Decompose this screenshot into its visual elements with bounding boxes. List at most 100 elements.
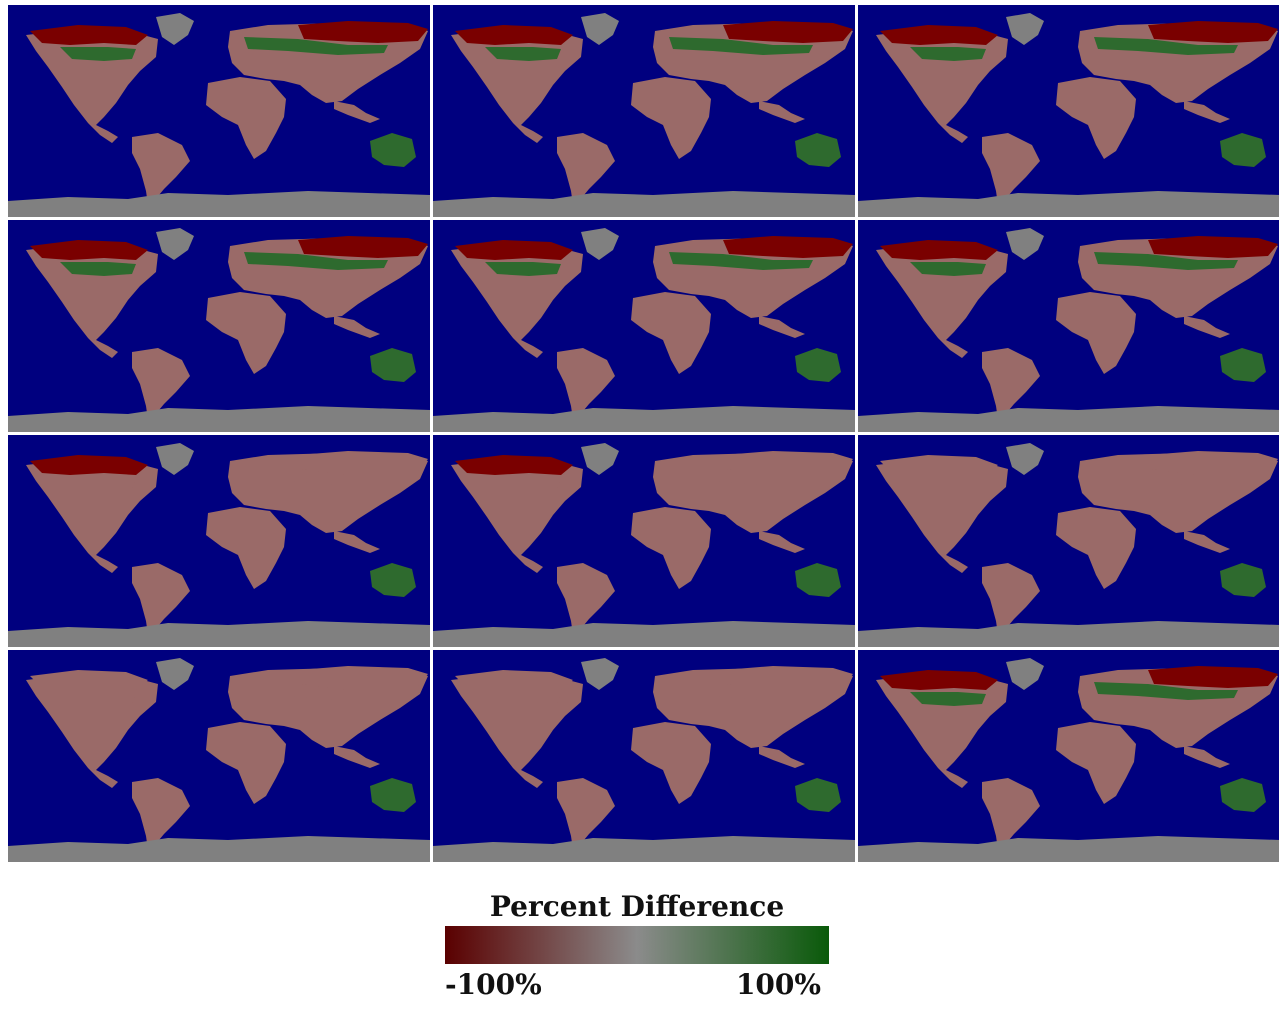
antarctica — [8, 836, 430, 862]
boreal-eurasia — [1094, 467, 1238, 485]
southeast-asia — [334, 531, 380, 553]
greenland — [156, 658, 194, 690]
world-map — [8, 650, 430, 862]
siberia — [1148, 451, 1278, 473]
world-map — [858, 435, 1279, 647]
map-panel-r2-c3 — [858, 220, 1279, 432]
africa — [1056, 77, 1136, 159]
southeast-asia — [334, 316, 380, 338]
map-panel-r4-c2 — [433, 650, 855, 862]
greenland — [581, 228, 619, 260]
world-map — [8, 435, 430, 647]
greenland — [1006, 443, 1044, 475]
world-map — [858, 650, 1279, 862]
greenland — [581, 658, 619, 690]
siberia — [723, 451, 853, 473]
africa — [1056, 507, 1136, 589]
antarctica — [858, 406, 1279, 432]
boreal-north-america — [485, 47, 561, 61]
africa — [1056, 292, 1136, 374]
colorbar-min-label: -100% — [445, 968, 542, 1001]
world-map — [8, 220, 430, 432]
antarctica — [8, 406, 430, 432]
africa — [206, 507, 286, 589]
australia — [795, 563, 841, 597]
boreal-eurasia — [244, 467, 388, 485]
map-panel-r3-c3 — [858, 435, 1279, 647]
northern-canada — [30, 25, 148, 45]
australia — [1220, 348, 1266, 382]
siberia — [723, 21, 853, 43]
boreal-eurasia — [244, 37, 388, 55]
greenland — [156, 13, 194, 45]
world-map — [8, 5, 430, 217]
southeast-asia — [759, 531, 805, 553]
world-map — [433, 5, 855, 217]
siberia — [1148, 236, 1278, 258]
northern-canada — [455, 25, 573, 45]
northern-canada — [455, 455, 573, 475]
africa — [206, 722, 286, 804]
southeast-asia — [1184, 746, 1230, 768]
greenland — [156, 228, 194, 260]
map-panel-r1-c1 — [8, 5, 430, 217]
northern-canada — [455, 670, 573, 690]
south-america — [557, 563, 615, 635]
south-america — [557, 778, 615, 850]
africa — [631, 77, 711, 159]
greenland — [156, 443, 194, 475]
legend-title: Percent Difference — [489, 890, 785, 923]
colorbar-max-label: 100% — [735, 968, 821, 1001]
africa — [631, 292, 711, 374]
siberia — [1148, 666, 1278, 688]
northern-canada — [880, 455, 998, 475]
south-america — [557, 133, 615, 205]
greenland — [581, 443, 619, 475]
map-panel-r3-c1 — [8, 435, 430, 647]
colorbar — [445, 926, 829, 964]
boreal-eurasia — [669, 467, 813, 485]
siberia — [298, 236, 428, 258]
greenland — [1006, 228, 1044, 260]
greenland — [1006, 13, 1044, 45]
siberia — [298, 666, 428, 688]
siberia — [723, 666, 853, 688]
antarctica — [433, 621, 855, 647]
antarctica — [433, 836, 855, 862]
south-america — [132, 563, 190, 635]
southeast-asia — [1184, 316, 1230, 338]
northern-canada — [880, 25, 998, 45]
world-map — [433, 650, 855, 862]
australia — [1220, 563, 1266, 597]
boreal-north-america — [910, 477, 986, 491]
map-panel-r4-c1 — [8, 650, 430, 862]
world-map — [433, 435, 855, 647]
world-map — [433, 220, 855, 432]
south-america — [982, 778, 1040, 850]
map-panel-r2-c2 — [433, 220, 855, 432]
australia — [795, 778, 841, 812]
south-america — [982, 563, 1040, 635]
australia — [370, 563, 416, 597]
siberia — [298, 21, 428, 43]
boreal-north-america — [910, 47, 986, 61]
south-america — [132, 348, 190, 420]
boreal-eurasia — [1094, 37, 1238, 55]
world-map — [858, 5, 1279, 217]
southeast-asia — [1184, 101, 1230, 123]
boreal-eurasia — [1094, 252, 1238, 270]
antarctica — [8, 621, 430, 647]
south-america — [982, 133, 1040, 205]
greenland — [581, 13, 619, 45]
boreal-north-america — [485, 477, 561, 491]
australia — [370, 778, 416, 812]
siberia — [723, 236, 853, 258]
northern-canada — [455, 240, 573, 260]
australia — [1220, 778, 1266, 812]
siberia — [298, 451, 428, 473]
antarctica — [858, 191, 1279, 217]
siberia — [1148, 21, 1278, 43]
africa — [631, 507, 711, 589]
greenland — [1006, 658, 1044, 690]
boreal-eurasia — [1094, 682, 1238, 700]
